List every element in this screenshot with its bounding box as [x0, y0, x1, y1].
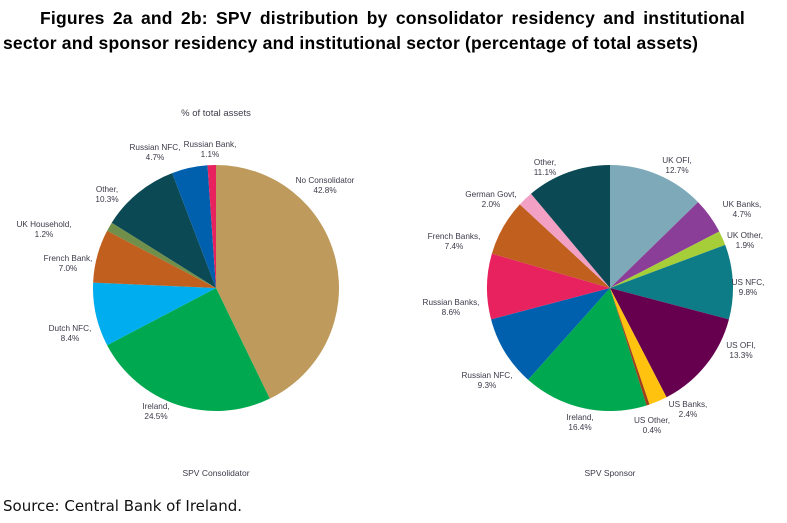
pie-slice-us-nfc — [610, 244, 734, 320]
slice-label-uk-household: UK Household, 1.2% — [16, 220, 71, 239]
figure-title: Figures 2a and 2b: SPV distribution by c… — [3, 8, 745, 53]
pie-chart-consolidator — [93, 165, 340, 412]
pie-slice-us-ofi — [610, 288, 729, 398]
pie-slice-french-banks — [491, 204, 610, 288]
pie-slice-uk-banks — [610, 202, 720, 288]
pie-1-title: % of total assets — [181, 108, 251, 119]
slice-label-no-consolidator: No Consolidator 42.8% — [296, 176, 355, 195]
pie-2-caption: SPV Sponsor — [584, 468, 635, 478]
slice-label-russian-nfc: Russian NFC, 9.3% — [462, 371, 513, 390]
pie-slice-no-consolidator — [216, 165, 340, 399]
pie-slice-us-banks — [610, 288, 667, 405]
pie-slice-dutch-nfc — [93, 282, 216, 346]
pie-slice-uk-household — [107, 222, 216, 288]
slice-label-uk-banks: UK Banks, 4.7% — [723, 200, 762, 219]
slice-label-dutch-nfc: Dutch NFC, 8.4% — [49, 324, 92, 343]
pie-slice-uk-other — [610, 231, 726, 288]
pie-slice-ireland — [528, 288, 647, 412]
slice-label-other: Other, 11.1% — [534, 158, 557, 177]
pie-slice-other — [111, 173, 216, 288]
pie-slice-german-govt — [519, 193, 610, 288]
slice-label-french-banks: French Banks, 7.4% — [428, 232, 481, 251]
pie-slice-russian-nfc — [491, 288, 610, 380]
slice-label-uk-ofi: UK OFI, 12.7% — [662, 156, 692, 175]
pie-slice-ireland — [107, 288, 270, 412]
slice-label-us-nfc: US NFC, 9.8% — [732, 278, 765, 297]
pie-slice-us-other — [610, 288, 650, 406]
slice-label-french-bank: French Bank, 7.0% — [44, 254, 93, 273]
slice-label-russian-banks: Russian Banks, 8.6% — [423, 298, 480, 317]
slice-label-russian-bank: Russian Bank, 1.1% — [184, 140, 237, 159]
pie-slice-russian-bank — [207, 165, 216, 288]
slice-label-other: Other, 10.3% — [95, 185, 118, 204]
slice-label-german-govt: German Govt, 2.0% — [465, 190, 516, 209]
slice-label-us-banks: US Banks, 2.4% — [669, 400, 708, 419]
slice-label-ireland: Ireland, 24.5% — [142, 402, 169, 421]
slice-label-russian-nfc: Russian NFC, 4.7% — [130, 143, 181, 162]
pie-slice-other — [531, 165, 610, 288]
slice-label-us-ofi: US OFI, 13.3% — [726, 341, 756, 360]
pie-slice-russian-nfc — [172, 165, 216, 288]
pie-1-labels: No Consolidator 42.8% Ireland, 24.5% Dutch N… — [16, 140, 354, 421]
slice-label-uk-other: UK Other, 1.9% — [727, 231, 763, 250]
pie-2-labels: UK OFI, 12.7% UK Banks, 4.7% UK Other, 1.9% US… — [423, 156, 765, 435]
pie-chart-sponsor — [486, 165, 734, 412]
slice-label-us-other: US Other, 0.4% — [634, 416, 670, 435]
pie-slice-russian-banks — [486, 253, 610, 320]
source-note: Source: Central Bank of Ireland. — [3, 497, 243, 515]
slice-label-ireland: Ireland, 16.4% — [566, 413, 593, 432]
pie-1-caption: SPV Consolidator — [182, 468, 249, 478]
pie-slice-french-bank — [93, 230, 216, 288]
pie-slice-uk-ofi — [610, 165, 699, 288]
